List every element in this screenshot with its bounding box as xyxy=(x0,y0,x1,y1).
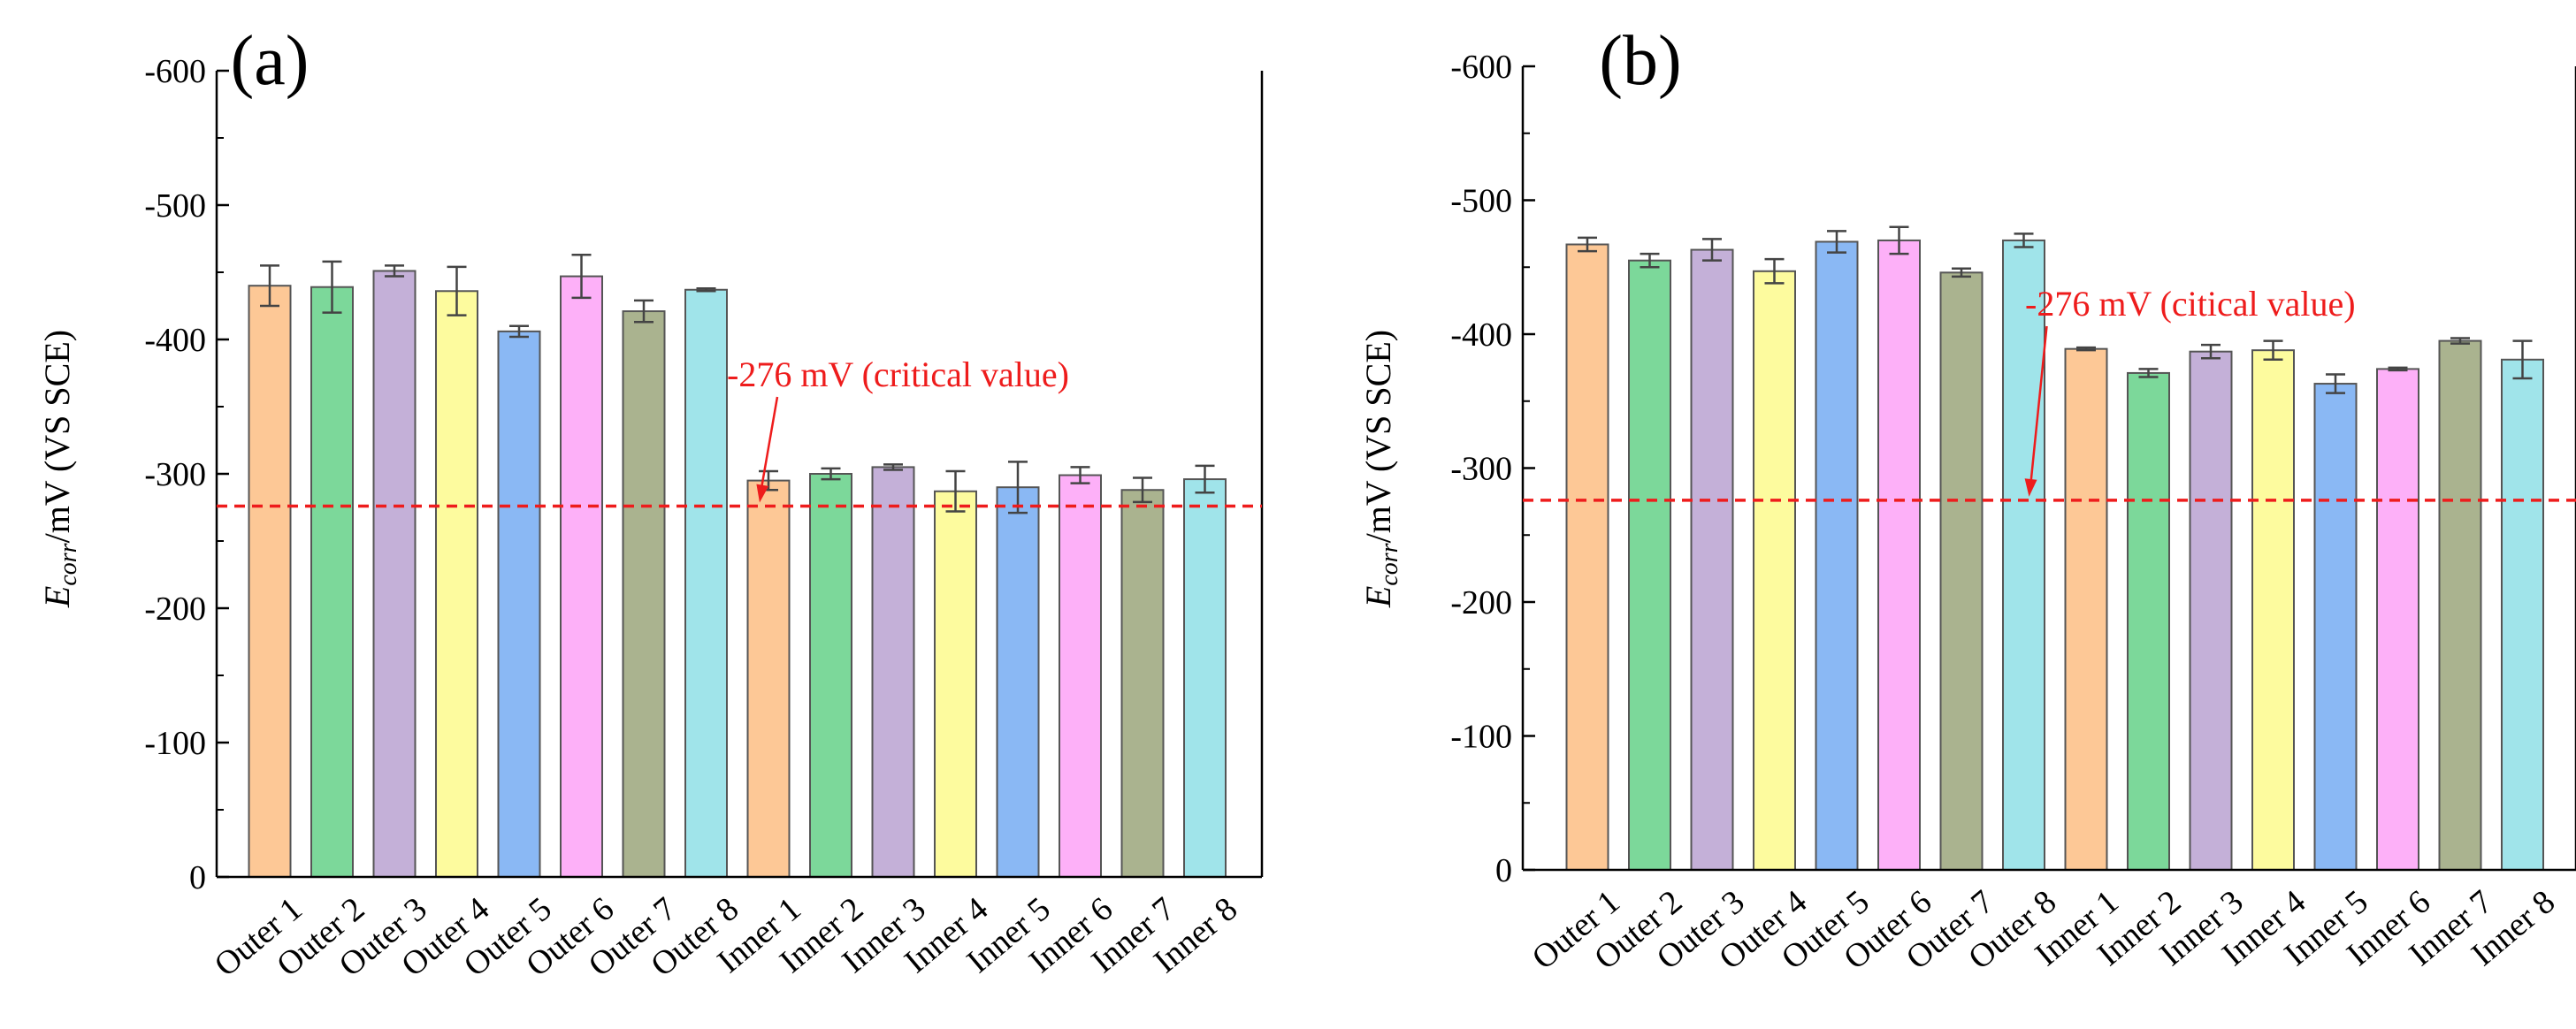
panel-b-y-tick-label-0: 0 xyxy=(1495,852,1512,889)
panel-b-bar-8 xyxy=(2002,239,2045,871)
panel-a-y-tick-label-0: 0 xyxy=(189,859,206,896)
panel-a-critical-annotation: -276 mV (critical value) xyxy=(727,354,1069,394)
panel-b-y-tick-label-4: -400 xyxy=(1450,316,1512,354)
panel-b-bar-15 xyxy=(2438,339,2482,871)
panel-b-y-tick-label-6: -600 xyxy=(1450,49,1512,86)
panel-b-bar-6 xyxy=(1877,239,1921,871)
panel-b-y-tick-label-1: -100 xyxy=(1450,719,1512,756)
panel-b-y-tick-label-3: -300 xyxy=(1450,451,1512,488)
panel-a-bar-1 xyxy=(248,285,292,878)
panel-b-annotation-arrow xyxy=(2029,325,2048,483)
panel-a-bar-4 xyxy=(435,290,478,878)
panel-a-bar-12 xyxy=(934,490,977,878)
panel-a-y-tick-label-1: -100 xyxy=(144,725,206,762)
panel-a-bar-6 xyxy=(560,275,603,878)
panel-b-bar-3 xyxy=(1690,248,1734,871)
panel-a-bar-16 xyxy=(1183,478,1227,879)
panel-a-bar-14 xyxy=(1059,474,1102,879)
panel-b-bar-13 xyxy=(2313,383,2358,871)
panel-a-y-axis-label: Ecorr/mV (VS SCE) xyxy=(37,330,82,608)
panel-b-bar-7 xyxy=(1939,271,1984,871)
panel-a-label: (a) xyxy=(231,22,310,100)
panel-a-y-tick-label-4: -400 xyxy=(144,322,206,359)
panel-a-bar-9 xyxy=(746,479,791,878)
panel-a-bar-3 xyxy=(372,270,417,879)
panel-b-bar-16 xyxy=(2501,358,2544,872)
panel-b-label: (b) xyxy=(1599,22,1681,100)
panel-a-bar-13 xyxy=(996,486,1040,878)
panel-b-bar-10 xyxy=(2127,371,2170,871)
panel-a-y-tick-label-6: -600 xyxy=(144,53,206,90)
panel-b-y-tick-label-2: -200 xyxy=(1450,584,1512,621)
panel-a-y-tick-label-3: -300 xyxy=(144,456,206,493)
panel-b-critical-annotation: -276 mV (citical value) xyxy=(2025,284,2356,324)
panel-a-bar-2 xyxy=(310,286,354,879)
panel-b-y-tick-label-5: -500 xyxy=(1450,183,1512,220)
panel-a-bar-8 xyxy=(684,288,728,878)
panel-a-y-tick-label-5: -500 xyxy=(144,187,206,225)
panel-b-bar-11 xyxy=(2189,350,2233,871)
panel-b-bar-12 xyxy=(2251,349,2295,871)
panel-b-bar-4 xyxy=(1753,270,1796,872)
panel-a-bar-10 xyxy=(809,473,852,878)
panel-a-annotation-arrow xyxy=(760,396,779,489)
panel-a-bar-15 xyxy=(1120,489,1165,878)
panel-b-bar-1 xyxy=(1565,243,1609,871)
panel-b-y-axis-label: Ecorr/mV (VS SCE) xyxy=(1358,330,1403,608)
panel-b-bar-2 xyxy=(1628,259,1671,871)
panel-a-y-tick-label-2: -200 xyxy=(144,591,206,628)
panel-b-bar-5 xyxy=(1815,240,1859,871)
panel-a-annotation-arrowhead xyxy=(756,484,769,503)
panel-b-bar-9 xyxy=(2064,347,2108,872)
panel-b-bar-14 xyxy=(2376,368,2419,871)
panel-b-annotation-arrowhead xyxy=(2024,478,2037,497)
panel-a-bar-11 xyxy=(871,466,915,879)
panel-a-bar-7 xyxy=(622,310,666,878)
panel-a-bar-5 xyxy=(497,330,541,878)
